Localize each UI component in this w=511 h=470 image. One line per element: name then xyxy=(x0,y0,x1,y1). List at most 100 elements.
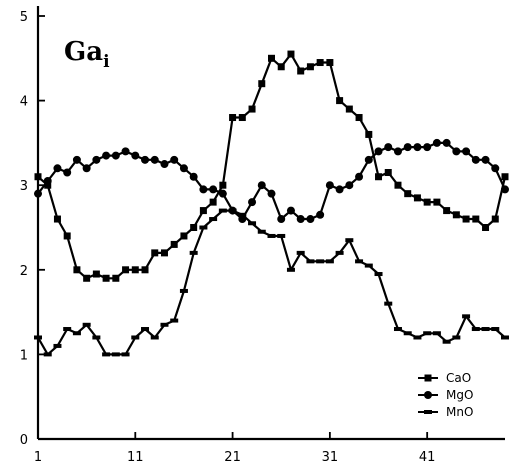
point-mgo-marker xyxy=(170,155,179,164)
point-cao-marker xyxy=(345,105,353,113)
point-mgo-marker xyxy=(384,143,393,152)
point-mno-marker xyxy=(481,327,490,332)
legend-label: MnO xyxy=(446,405,473,419)
point-cao-marker xyxy=(92,270,100,278)
x-tick-label: 21 xyxy=(224,450,241,465)
point-cao-marker xyxy=(102,274,110,282)
point-mno-marker xyxy=(355,259,364,264)
point-cao-marker xyxy=(277,63,285,71)
point-cao-marker xyxy=(462,215,470,223)
point-mno-marker xyxy=(248,221,257,226)
point-mgo-marker xyxy=(316,210,325,219)
point-mgo-marker xyxy=(335,185,344,194)
point-cao-marker xyxy=(180,232,188,240)
point-cao-marker xyxy=(160,249,168,257)
point-cao-marker xyxy=(472,215,480,223)
point-cao-marker xyxy=(443,207,451,215)
point-cao-marker xyxy=(199,207,207,215)
point-mgo-marker xyxy=(92,155,101,164)
x-ticks: 1 11 21 31 41 xyxy=(34,432,436,465)
legend-item-cao: CaO xyxy=(418,371,471,385)
point-cao-marker xyxy=(63,232,71,240)
point-cao-marker xyxy=(501,173,509,181)
legend-mgo-marker xyxy=(424,391,432,399)
point-mno-marker xyxy=(471,327,480,332)
point-mgo-marker xyxy=(306,215,315,224)
point-mno-marker xyxy=(141,327,150,332)
point-mno-marker xyxy=(121,352,130,357)
point-mno-marker xyxy=(209,217,218,222)
y-tick-label: 1 xyxy=(20,348,28,363)
point-mgo-marker xyxy=(442,138,451,147)
point-mgo-marker xyxy=(355,172,364,181)
point-mgo-marker xyxy=(53,164,62,173)
point-mgo-marker xyxy=(248,198,257,207)
x-tick-label: 11 xyxy=(127,450,144,465)
point-mno-marker xyxy=(92,335,101,340)
point-mno-marker xyxy=(43,352,52,357)
point-mno-marker xyxy=(189,250,198,255)
point-mgo-marker xyxy=(160,160,169,169)
point-mno-marker xyxy=(442,339,451,344)
point-mno-marker xyxy=(82,322,91,327)
point-mgo-marker xyxy=(72,155,81,164)
point-cao-marker xyxy=(122,266,130,274)
point-mno-marker xyxy=(501,335,509,340)
y-tick-label: 0 xyxy=(20,433,28,448)
point-mgo-marker xyxy=(102,151,111,160)
point-cao-marker xyxy=(44,181,52,189)
point-cao-marker xyxy=(336,97,344,105)
point-cao-marker xyxy=(141,266,149,274)
y-tick-label: 5 xyxy=(20,10,28,25)
point-cao-marker xyxy=(73,266,81,274)
point-mno-marker xyxy=(345,238,354,243)
point-mgo-marker xyxy=(121,147,130,156)
x-tick-label: 41 xyxy=(419,450,436,465)
series-line-cao xyxy=(37,52,507,280)
legend-item-mno: MnO xyxy=(418,405,473,419)
point-mno-marker xyxy=(364,263,373,268)
point-mno-marker xyxy=(228,208,237,213)
point-mgo-marker xyxy=(501,185,509,194)
point-mno-marker xyxy=(374,272,383,277)
point-mgo-marker xyxy=(413,143,422,152)
point-cao-marker xyxy=(268,54,275,62)
legend: CaO MgO MnO xyxy=(418,371,473,419)
point-mno-marker xyxy=(277,233,286,238)
point-mgo-marker xyxy=(277,215,286,224)
point-cao-marker xyxy=(83,274,91,282)
point-mno-marker xyxy=(238,212,247,217)
point-cao-marker xyxy=(491,215,499,223)
point-mgo-marker xyxy=(199,185,208,194)
point-cao-marker xyxy=(452,211,460,219)
series-mno xyxy=(34,208,509,357)
point-mgo-marker xyxy=(296,215,305,224)
point-cao-marker xyxy=(34,173,42,181)
point-cao-marker xyxy=(297,67,305,75)
point-cao-marker xyxy=(209,198,217,206)
point-mno-marker xyxy=(403,331,412,336)
point-cao-marker xyxy=(413,194,421,202)
point-cao-marker xyxy=(112,274,120,282)
point-cao-marker xyxy=(238,114,246,122)
point-mgo-marker xyxy=(218,189,227,198)
point-mno-marker xyxy=(218,208,227,213)
point-mgo-marker xyxy=(364,155,373,164)
point-cao-marker xyxy=(287,50,295,58)
point-cao-marker xyxy=(482,224,490,231)
point-mno-marker xyxy=(423,331,432,336)
point-mgo-marker xyxy=(63,168,72,177)
point-cao-marker xyxy=(404,190,412,198)
point-mgo-marker xyxy=(432,138,441,147)
point-mno-marker xyxy=(384,301,393,306)
point-mno-marker xyxy=(170,318,179,323)
legend-cao-marker xyxy=(424,374,432,382)
point-mno-marker xyxy=(452,335,461,340)
point-mgo-marker xyxy=(141,155,150,164)
point-mgo-marker xyxy=(209,185,218,194)
point-mgo-marker xyxy=(286,206,295,215)
point-mno-marker xyxy=(131,335,140,340)
point-cao-marker xyxy=(170,240,178,248)
